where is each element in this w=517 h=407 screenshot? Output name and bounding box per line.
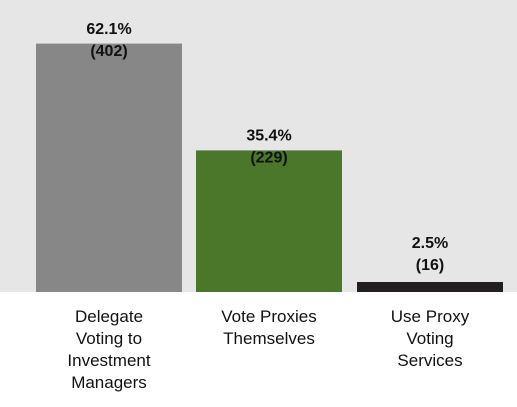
bar	[196, 150, 342, 292]
x-tick-label: Use Proxy Voting Services	[390, 307, 470, 370]
value-label: 2.5%	[412, 235, 448, 252]
value-label: 35.4%	[246, 128, 291, 145]
bar	[357, 282, 503, 292]
count-label: (229)	[250, 150, 287, 167]
x-tick-label: Delegate Voting to Investment Managers	[67, 307, 151, 392]
x-tick-label: Vote Proxies Themselves	[221, 307, 317, 348]
count-label: (402)	[90, 43, 127, 60]
count-label: (16)	[416, 257, 444, 274]
bar	[36, 43, 182, 292]
value-label: 62.1%	[86, 21, 131, 38]
